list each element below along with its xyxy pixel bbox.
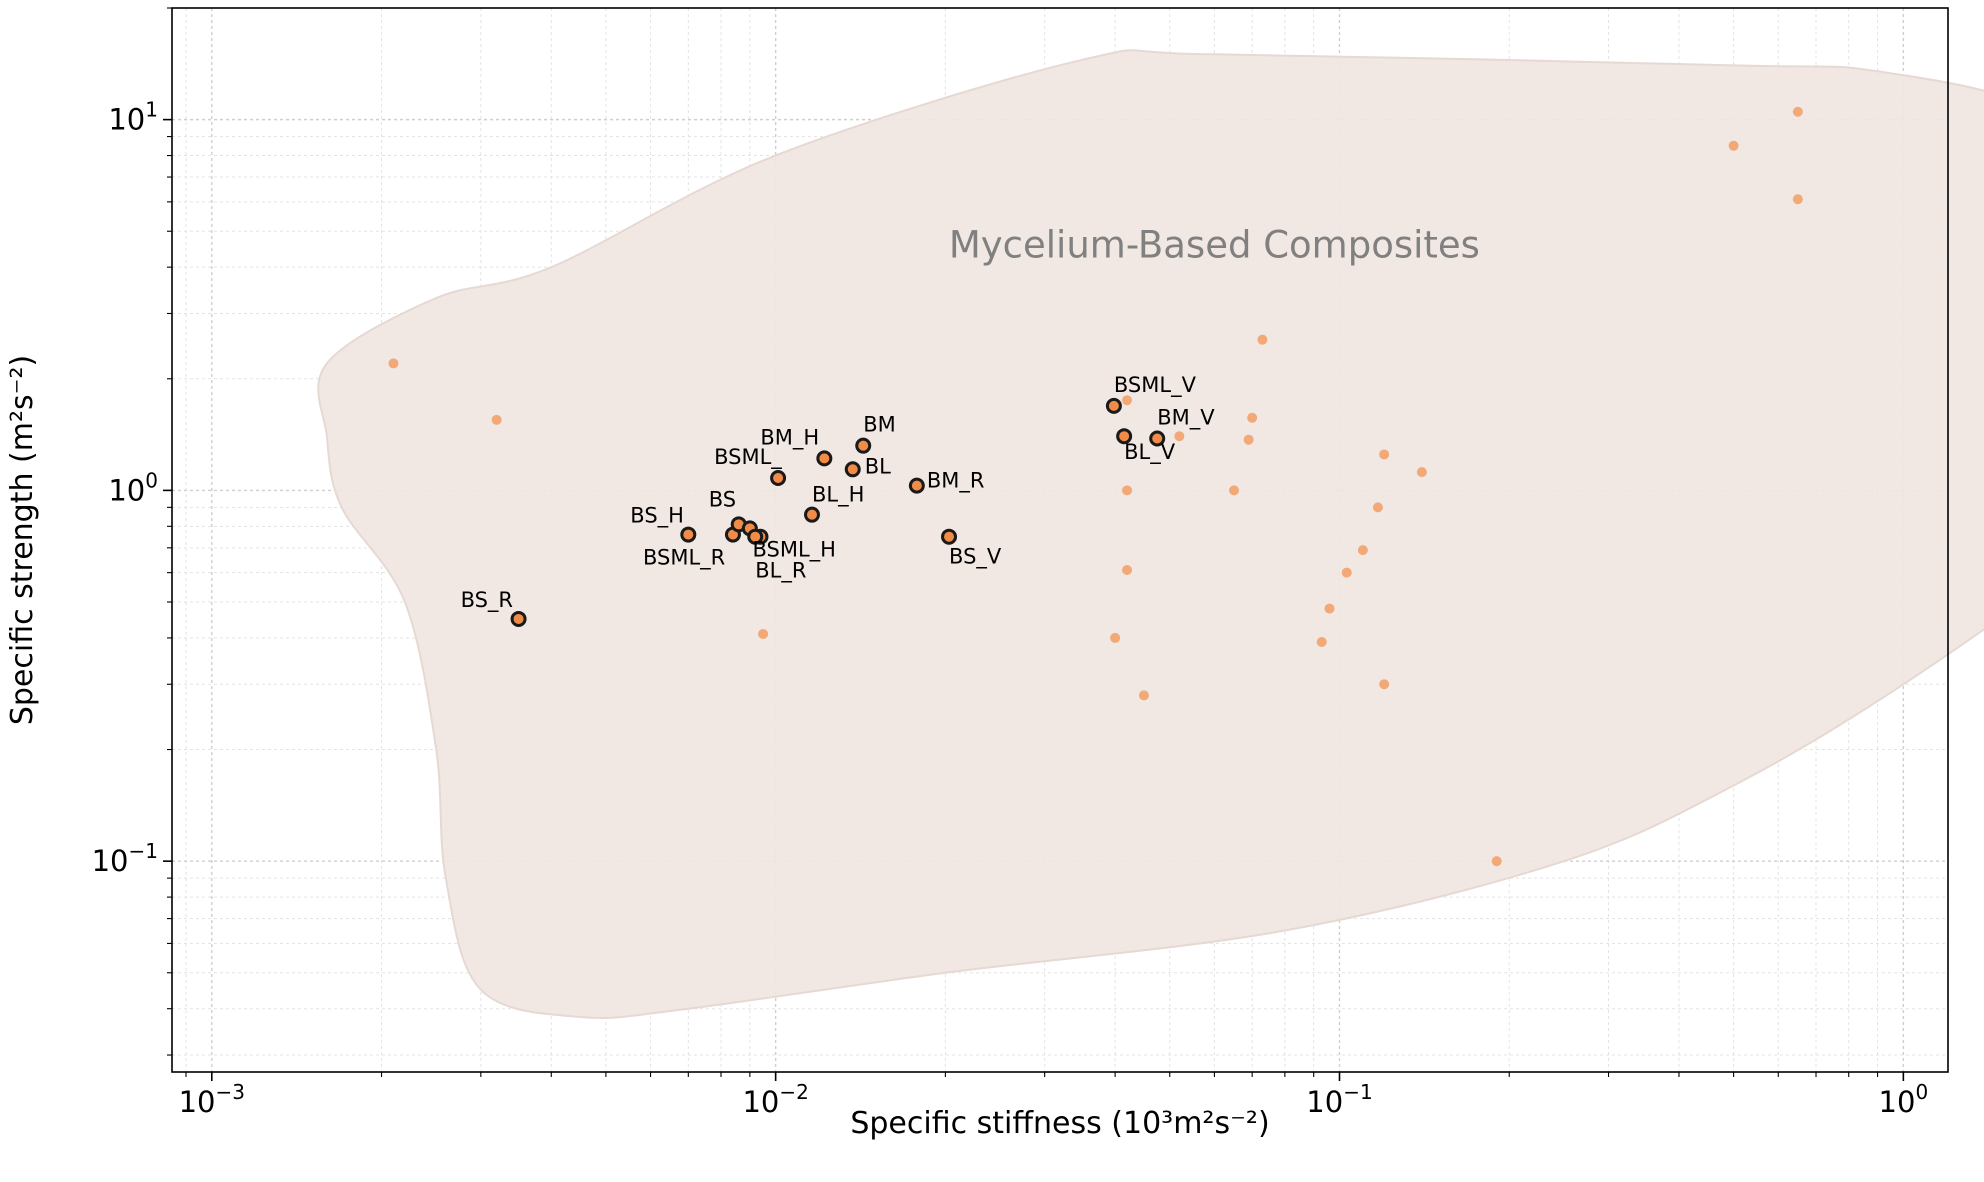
data-point-literature xyxy=(1247,412,1258,423)
data-point-literature xyxy=(1110,632,1121,643)
data-point-literature xyxy=(1229,485,1240,496)
plot-border xyxy=(171,7,1949,1073)
data-point-study xyxy=(510,610,527,627)
point-label: BSML_R xyxy=(643,546,725,571)
point-label: BL xyxy=(865,454,891,478)
point-label: BL_V xyxy=(1124,440,1176,465)
data-point-literature xyxy=(1174,431,1185,442)
data-point-literature xyxy=(1379,449,1390,460)
plot-frame xyxy=(171,7,1949,1073)
point-label: BSML_ xyxy=(714,445,782,470)
data-point-literature xyxy=(1372,502,1383,513)
data-point-literature xyxy=(1257,334,1268,345)
point-label: BSML_V xyxy=(1114,373,1197,398)
data-point-literature xyxy=(1792,106,1803,117)
y-tick-label: 100 xyxy=(108,468,158,507)
y-tick-label: 101 xyxy=(108,98,158,137)
data-point-study xyxy=(844,461,861,478)
data-point-study xyxy=(816,450,833,467)
point-label: BS_R xyxy=(461,588,513,613)
data-point-study xyxy=(747,528,764,545)
data-point-study xyxy=(770,469,787,486)
data-point-literature xyxy=(1122,485,1133,496)
data-point-study xyxy=(803,506,820,523)
point-label: BL_H xyxy=(812,483,864,508)
point-label: BL_R xyxy=(755,559,806,584)
data-point-study xyxy=(941,528,958,545)
data-point-literature xyxy=(1379,679,1390,690)
region-mycelium-composites xyxy=(317,49,1984,1020)
data-point-study xyxy=(908,477,925,494)
point-label: BS xyxy=(709,487,736,511)
point-label: BM_H xyxy=(760,425,819,450)
data-point-study xyxy=(680,526,697,543)
data-point-literature xyxy=(1357,545,1368,556)
data-point-literature xyxy=(1792,194,1803,205)
x-axis-label: Specific stiffness (10³m²s⁻²) xyxy=(850,1106,1269,1141)
data-point-literature xyxy=(1416,467,1427,478)
point-label: BSML_H xyxy=(752,538,835,563)
data-point-literature xyxy=(1341,567,1352,578)
points-layer: BS_RBS_HBSML_RBSBSML_HBL_RBSML_BM_HBMBLB… xyxy=(388,106,1803,867)
data-point-literature xyxy=(1122,564,1133,575)
data-point-study xyxy=(1116,428,1133,445)
data-point-literature xyxy=(1316,637,1327,648)
data-point-literature xyxy=(1122,395,1133,406)
data-point-study xyxy=(1149,430,1166,447)
x-tick-label: 10−3 xyxy=(179,1080,245,1119)
data-point-literature xyxy=(1324,603,1335,614)
point-label: BM xyxy=(863,413,896,437)
data-point-study xyxy=(855,437,872,454)
y-tick-label: 10−1 xyxy=(92,839,158,878)
y-axis-label: Specific strength (m²s⁻²) xyxy=(5,355,40,725)
data-point-literature xyxy=(388,358,399,369)
data-point-literature xyxy=(1491,856,1502,867)
x-tick-label: 10−1 xyxy=(1306,1080,1372,1119)
data-point-literature xyxy=(491,414,502,425)
point-label: BS_H xyxy=(630,504,684,529)
data-point-literature xyxy=(1728,140,1739,151)
region-label: Mycelium-Based Composites xyxy=(949,224,1480,267)
region-layer: Mycelium-Based Composites xyxy=(317,49,1984,1020)
data-point-study xyxy=(1105,397,1122,414)
point-label: BS_V xyxy=(949,545,1002,570)
x-tick-label: 10−2 xyxy=(742,1080,808,1119)
point-label: BM_V xyxy=(1157,406,1215,431)
data-point-literature xyxy=(1138,690,1149,701)
x-tick-label: 100 xyxy=(1879,1080,1929,1119)
data-point-literature xyxy=(758,628,769,639)
point-label: BM_R xyxy=(927,469,985,494)
data-point-literature xyxy=(1243,434,1254,445)
